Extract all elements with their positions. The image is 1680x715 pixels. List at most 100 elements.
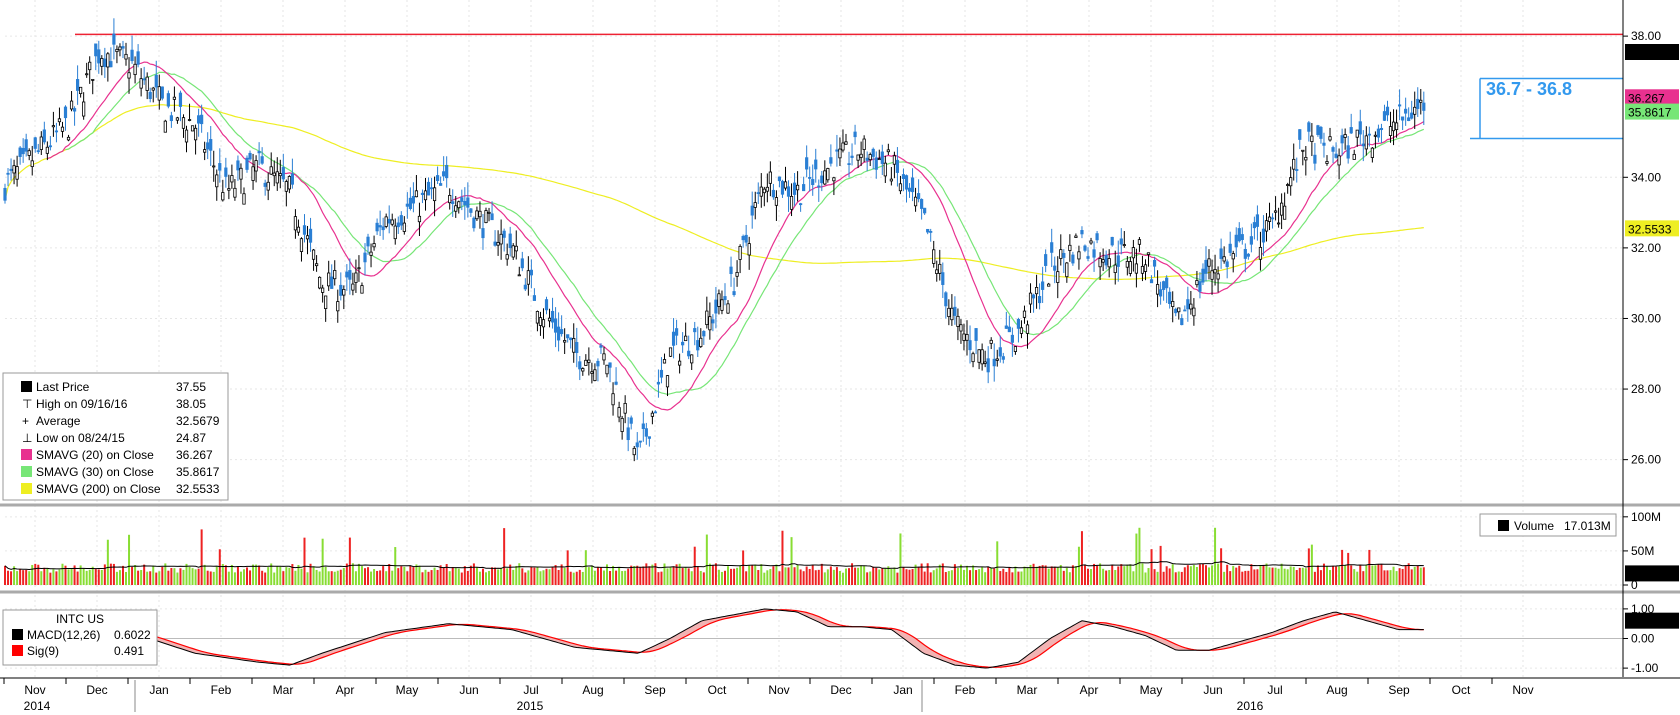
x-tick-month: Jul — [523, 683, 538, 697]
volume-bar — [754, 564, 757, 585]
candle-body — [1107, 258, 1111, 268]
volume-bar — [82, 568, 85, 585]
candle-body — [39, 136, 43, 150]
candle-body — [1334, 153, 1338, 158]
candle-body — [442, 171, 446, 177]
volume-bar — [1126, 564, 1129, 585]
volume-bar — [1147, 568, 1150, 585]
candle-body — [777, 176, 782, 182]
volume-bar — [1377, 563, 1380, 585]
volume-bar — [1214, 527, 1217, 585]
legend-label-average: Average — [36, 414, 81, 428]
candle-body — [671, 331, 676, 346]
volume-bar — [1108, 569, 1111, 585]
candle-body — [847, 163, 851, 166]
candle-body — [9, 168, 13, 171]
candle-body — [27, 150, 31, 156]
volume-bar — [875, 567, 878, 585]
volume-bar — [134, 565, 137, 585]
volume-bar — [103, 564, 106, 585]
candle-body — [659, 369, 664, 378]
volume-bar — [636, 565, 639, 585]
volume-bar — [984, 572, 987, 585]
candle-body — [711, 319, 715, 324]
volume-bar — [303, 537, 306, 585]
candle-body — [130, 49, 134, 62]
candle-body — [566, 334, 570, 339]
candle-body — [557, 326, 561, 341]
candle-body — [696, 340, 700, 351]
price-panel — [3, 18, 1623, 462]
volume-bar — [802, 571, 805, 585]
candle-body — [856, 154, 860, 161]
volume-bar — [379, 570, 382, 585]
volume-bar — [300, 568, 303, 585]
candle-body — [496, 242, 500, 246]
volume-bar — [669, 566, 672, 585]
candle-body — [1180, 318, 1184, 326]
candle-body — [1252, 222, 1256, 229]
volume-bar — [872, 566, 875, 585]
candle-body — [372, 243, 376, 248]
candle-body — [1162, 281, 1166, 290]
candle-body — [1422, 102, 1426, 111]
volume-bar — [336, 570, 339, 585]
volume-bar — [1192, 564, 1195, 585]
volume-bar — [131, 566, 134, 585]
volume-bar — [227, 571, 230, 585]
volume-bar — [67, 569, 70, 585]
candle-body — [233, 187, 237, 198]
volume-bar — [627, 568, 630, 585]
volume-bar — [811, 565, 814, 585]
candle-body — [460, 197, 464, 202]
volume-bar — [1241, 571, 1244, 585]
candle-body — [904, 175, 909, 190]
candle-body — [1364, 135, 1368, 150]
volume-bar — [1011, 572, 1014, 585]
volume-bar — [911, 569, 914, 585]
price-value-tag: 35.8617 — [1628, 106, 1672, 120]
legend-value-signal: 0.491 — [114, 644, 144, 658]
candle-body — [387, 218, 391, 224]
legend-label-sma20: SMAVG (20) on Close — [36, 448, 154, 462]
candle-body — [665, 375, 670, 388]
candle-body — [66, 136, 71, 141]
volume-bar — [645, 563, 648, 585]
price-tick-label: 28.00 — [1631, 382, 1661, 396]
candle-body — [1171, 301, 1175, 307]
candle-body — [1295, 169, 1299, 171]
candle-body — [12, 165, 16, 174]
volume-bar — [418, 565, 421, 585]
candle-body — [789, 195, 794, 210]
candle-body — [1404, 108, 1408, 114]
volume-bar — [920, 563, 923, 585]
candle-body — [593, 369, 597, 381]
macd-tick-label: 0.00 — [1631, 632, 1655, 646]
volume-bar — [100, 569, 103, 585]
volume-bar — [112, 563, 115, 585]
x-tick-month: Apr — [336, 683, 355, 697]
candle-body — [1255, 214, 1260, 227]
volume-bar — [1332, 565, 1335, 585]
volume-bar — [1141, 563, 1144, 585]
candle-body — [944, 292, 948, 307]
candle-body — [965, 334, 969, 341]
volume-bar — [330, 571, 333, 585]
candle-body — [245, 157, 249, 170]
volume-bar — [109, 563, 112, 585]
volume-bar — [1014, 566, 1017, 585]
volume-bar — [981, 567, 984, 585]
volume-bar — [158, 571, 161, 585]
candle-body — [799, 203, 803, 206]
volume-bar — [1404, 565, 1407, 585]
candle-body — [1385, 106, 1390, 116]
candle-body — [662, 359, 667, 364]
volume-bar — [363, 568, 366, 585]
volume-bar — [672, 566, 675, 585]
volume-bar — [1174, 572, 1177, 585]
candle-body — [759, 186, 763, 197]
candle-body — [200, 114, 204, 125]
price-tick-label: 32.00 — [1631, 241, 1661, 255]
volume-bar — [1383, 570, 1386, 585]
candle-body — [466, 197, 470, 208]
